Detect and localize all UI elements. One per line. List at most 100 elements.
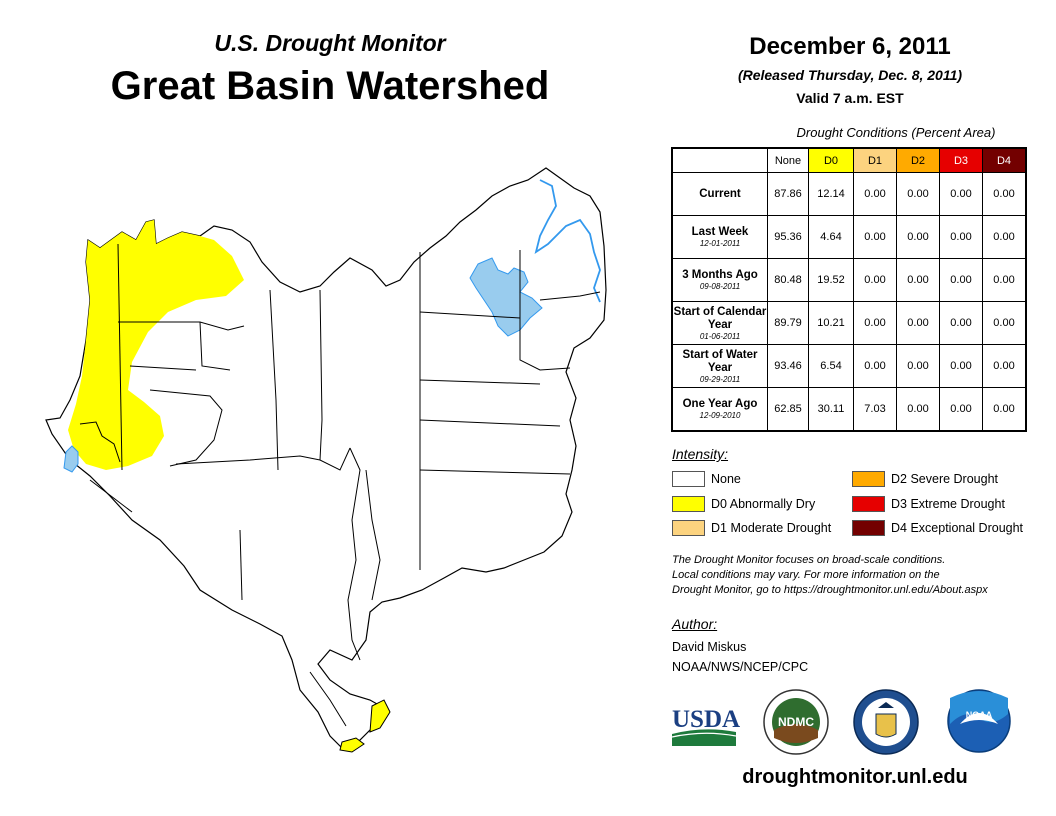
cell-value: 19.52 xyxy=(808,258,854,302)
cell-value: 0.00 xyxy=(939,301,983,345)
cell-value: 12.14 xyxy=(808,172,854,216)
cell-value: 0.00 xyxy=(982,258,1027,302)
cell-value: 7.03 xyxy=(853,387,897,432)
row-label: One Year Ago 12-09-2010 xyxy=(671,387,768,432)
basin-outline xyxy=(45,167,607,751)
legend-label: D2 Severe Drought xyxy=(891,472,999,486)
cell-value: 30.11 xyxy=(808,387,854,432)
noaa-logo-icon: NOAA xyxy=(947,689,1011,753)
cell-value: 0.00 xyxy=(896,387,940,432)
table-row: 3 Months Ago 09-08-2011 80.48 19.52 0.00 … xyxy=(671,258,1027,302)
legend-swatch xyxy=(672,471,705,487)
cell-value: 0.00 xyxy=(853,215,897,259)
cell-value: 89.79 xyxy=(767,301,809,345)
cell-value: 4.64 xyxy=(808,215,854,259)
cell-value: 0.00 xyxy=(853,344,897,388)
author-block: David Miskus NOAA/NWS/NCEP/CPC xyxy=(672,637,808,677)
cell-value: 0.00 xyxy=(939,344,983,388)
row-label: Start of Calendar Year 01-06-2011 xyxy=(671,301,768,345)
cell-value: 0.00 xyxy=(896,344,940,388)
ndmc-logo-icon: NDMC xyxy=(763,689,829,755)
legend-swatch xyxy=(672,496,705,512)
cell-value: 10.21 xyxy=(808,301,854,345)
legend-item-d0: D0 Abnormally Dry xyxy=(672,496,815,512)
cell-value: 6.54 xyxy=(808,344,854,388)
noaa-logo-text: NOAA xyxy=(966,710,993,720)
watershed-map xyxy=(45,167,607,753)
cell-value: 0.00 xyxy=(853,258,897,302)
header-d1: D1 xyxy=(853,147,897,173)
cell-value: 0.00 xyxy=(982,301,1027,345)
lake-tahoe xyxy=(63,445,79,473)
legend-item-d2: D2 Severe Drought xyxy=(852,471,998,487)
map-date: December 6, 2011 xyxy=(749,33,951,60)
legend-label: D4 Exceptional Drought xyxy=(891,521,1024,535)
table-caption: Drought Conditions (Percent Area) xyxy=(796,125,996,140)
cell-value: 0.00 xyxy=(939,215,983,259)
cell-value: 0.00 xyxy=(939,258,983,302)
legend-label: D3 Extreme Drought xyxy=(891,497,1005,511)
legend-item-d4: D4 Exceptional Drought xyxy=(852,520,1023,536)
legend-title: Intensity: xyxy=(672,446,729,462)
author-title: Author: xyxy=(672,616,718,632)
cell-value: 0.00 xyxy=(982,387,1027,432)
cell-value: 0.00 xyxy=(896,301,940,345)
cell-value: 0.00 xyxy=(896,215,940,259)
legend-label: None xyxy=(711,472,741,486)
legend-label: D0 Abnormally Dry xyxy=(711,497,816,511)
author-org: NOAA/NWS/NCEP/CPC xyxy=(672,660,809,674)
cell-value: 0.00 xyxy=(939,172,983,216)
table-corner xyxy=(672,148,768,173)
cell-value: 0.00 xyxy=(896,258,940,302)
valid-time: Valid 7 a.m. EST xyxy=(796,90,904,106)
map-title: Great Basin Watershed xyxy=(110,64,550,108)
bear-river xyxy=(534,179,601,303)
d0-area-south-2 xyxy=(339,737,365,753)
usda-logo-icon: USDA xyxy=(671,706,740,746)
table-row: Start of Water Year 09-29-2011 93.46 6.54… xyxy=(671,344,1027,388)
map-subtitle: U.S. Drought Monitor xyxy=(214,30,446,56)
cell-value: 0.00 xyxy=(982,215,1027,259)
cell-value: 0.00 xyxy=(982,172,1027,216)
division-boundaries xyxy=(79,243,601,727)
header-none: None xyxy=(767,147,809,173)
table-header-row: None D0 D1 D2 D3 D4 xyxy=(672,147,1027,173)
cell-value: 95.36 xyxy=(767,215,809,259)
legend-swatch xyxy=(852,520,885,536)
row-label: Last Week 12-01-2011 xyxy=(671,215,768,259)
legend-item-d3: D3 Extreme Drought xyxy=(852,496,1005,512)
header-d2: D2 xyxy=(896,147,940,173)
legend-item-none: None xyxy=(672,471,741,487)
source-url[interactable]: droughtmonitor.unl.edu xyxy=(742,766,968,788)
cell-value: 93.46 xyxy=(767,344,809,388)
header-d4: D4 xyxy=(982,147,1027,173)
cell-value: 80.48 xyxy=(767,258,809,302)
doc-seal-icon xyxy=(853,689,919,755)
d0-area-west xyxy=(68,220,244,470)
author-name: David Miskus xyxy=(672,640,747,654)
row-label: Current xyxy=(671,172,768,216)
cell-value: 87.86 xyxy=(767,172,809,216)
cell-value: 62.85 xyxy=(767,387,809,432)
d0-area-south xyxy=(369,699,391,733)
row-label: Start of Water Year 09-29-2011 xyxy=(671,344,768,388)
header-d3: D3 xyxy=(939,147,983,173)
legend-item-d1: D1 Moderate Drought xyxy=(672,520,831,536)
table-row: One Year Ago 12-09-2010 62.85 30.11 7.03 … xyxy=(671,387,1027,432)
legend-swatch xyxy=(852,496,885,512)
cell-value: 0.00 xyxy=(853,172,897,216)
drought-conditions-table: None D0 D1 D2 D3 D4 Current 87.86 12.14 … xyxy=(671,147,1027,432)
cell-value: 0.00 xyxy=(939,387,983,432)
cell-value: 0.00 xyxy=(982,344,1027,388)
legend-swatch xyxy=(672,520,705,536)
cell-value: 0.00 xyxy=(853,301,897,345)
legend-swatch xyxy=(852,471,885,487)
release-date: (Released Thursday, Dec. 8, 2011) xyxy=(737,67,963,83)
row-label: 3 Months Ago 09-08-2011 xyxy=(671,258,768,302)
great-salt-lake xyxy=(469,257,543,337)
ndmc-logo-text: NDMC xyxy=(778,715,814,729)
legend-label: D1 Moderate Drought xyxy=(711,521,832,535)
table-row: Start of Calendar Year 01-06-2011 89.79 1… xyxy=(671,301,1027,345)
header-d0: D0 xyxy=(808,147,854,173)
usda-logo-text: USDA xyxy=(672,706,740,733)
